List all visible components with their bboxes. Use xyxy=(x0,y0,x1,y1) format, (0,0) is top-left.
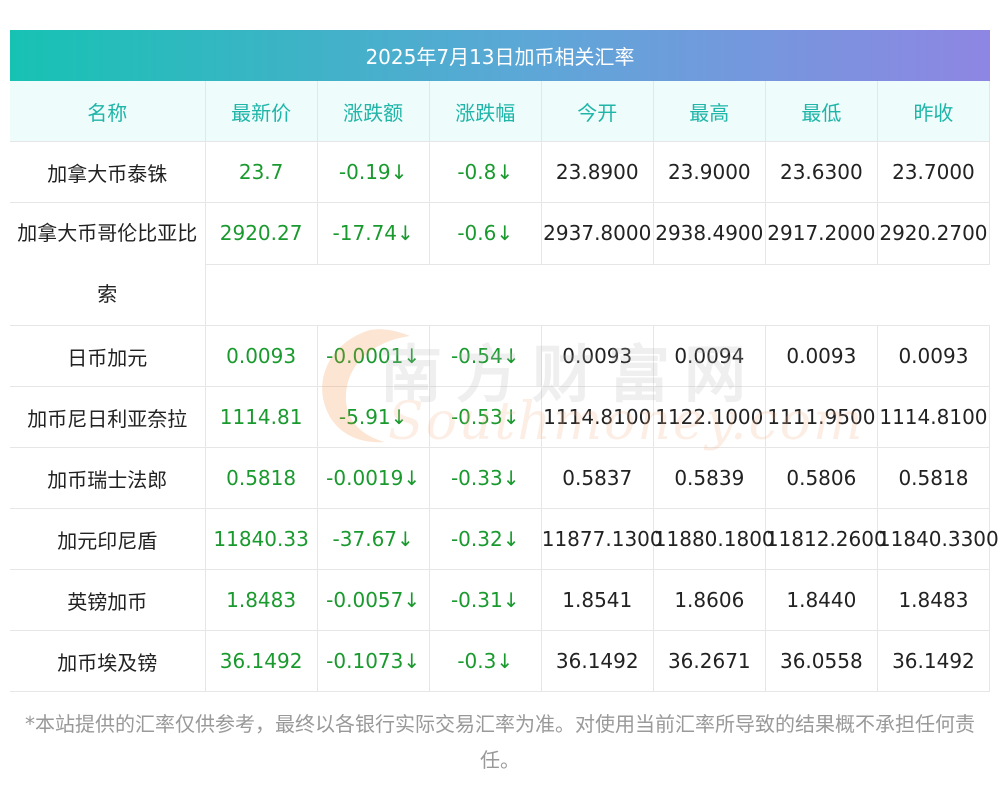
table-row: 加拿大币哥伦比亚比索 2920.27 -17.74↓ -0.6↓ 2937.80… xyxy=(10,202,991,326)
low-price: 36.0558 xyxy=(765,630,878,692)
latest-price: 1.8483 xyxy=(205,569,318,631)
change-percent: -0.6↓ xyxy=(429,202,542,265)
header-change-pct: 涨跌幅 xyxy=(429,81,542,142)
latest-price: 11840.33 xyxy=(205,508,318,570)
open-price: 0.0093 xyxy=(541,325,654,387)
header-open: 今开 xyxy=(541,81,654,142)
table-row: 加币尼日利亚奈拉 1114.81 -5.91↓ -0.53↓ 1114.8100… xyxy=(10,386,991,448)
prev-close-price: 2920.2700 xyxy=(877,202,991,265)
low-price: 11812.2600 xyxy=(765,508,887,570)
exchange-rate-table: 名称 最新价 涨跌额 涨跌幅 今开 最高 最低 昨收 加拿大币泰铢 23.7 -… xyxy=(10,81,999,692)
latest-price: 0.0093 xyxy=(205,325,318,387)
change-percent: -0.54↓ xyxy=(429,325,542,387)
high-price: 0.0094 xyxy=(653,325,766,387)
empty-cell xyxy=(205,264,990,326)
prev-close-price: 11840.3300 xyxy=(877,508,999,570)
header-change: 涨跌额 xyxy=(317,81,430,142)
change-percent: -0.32↓ xyxy=(429,508,542,570)
prev-close-price: 1.8483 xyxy=(877,569,991,631)
change-amount: -0.1073↓ xyxy=(317,630,430,692)
open-price: 23.8900 xyxy=(541,141,654,203)
header-prev-close: 昨收 xyxy=(877,81,991,142)
prev-close-price: 1114.8100 xyxy=(877,386,991,448)
change-percent: -0.31↓ xyxy=(429,569,542,631)
change-percent: -0.53↓ xyxy=(429,386,542,448)
change-amount: -0.0001↓ xyxy=(317,325,430,387)
change-amount: -17.74↓ xyxy=(317,202,430,265)
table-header-row: 名称 最新价 涨跌额 涨跌幅 今开 最高 最低 昨收 xyxy=(10,81,991,142)
prev-close-price: 23.7000 xyxy=(877,141,991,203)
latest-price: 36.1492 xyxy=(205,630,318,692)
header-latest: 最新价 xyxy=(205,81,318,142)
low-price: 0.0093 xyxy=(765,325,878,387)
table-row-spacer xyxy=(10,264,990,326)
low-price: 23.6300 xyxy=(765,141,878,203)
open-price: 1.8541 xyxy=(541,569,654,631)
high-price: 36.2671 xyxy=(653,630,766,692)
high-price: 0.5839 xyxy=(653,447,766,509)
currency-pair-name: 英镑加币 xyxy=(10,569,206,631)
prev-close-price: 36.1492 xyxy=(877,630,991,692)
table-row: 日币加元 0.0093 -0.0001↓ -0.54↓ 0.0093 0.009… xyxy=(10,325,991,387)
open-price: 2937.8000 xyxy=(541,202,654,265)
high-price: 1122.1000 xyxy=(653,386,766,448)
open-price: 11877.1300 xyxy=(541,508,663,570)
currency-pair-name: 加拿大币泰铢 xyxy=(10,141,206,203)
open-price: 1114.8100 xyxy=(541,386,654,448)
high-price: 1.8606 xyxy=(653,569,766,631)
low-price: 2917.2000 xyxy=(765,202,878,265)
change-percent: -0.8↓ xyxy=(429,141,542,203)
prev-close-price: 0.5818 xyxy=(877,447,991,509)
currency-pair-name: 加币埃及镑 xyxy=(10,630,206,692)
prev-close-price: 0.0093 xyxy=(877,325,991,387)
table-row: 加币埃及镑 36.1492 -0.1073↓ -0.3↓ 36.1492 36.… xyxy=(10,630,991,692)
low-price: 0.5806 xyxy=(765,447,878,509)
open-price: 36.1492 xyxy=(541,630,654,692)
currency-pair-name: 加币瑞士法郎 xyxy=(10,447,206,509)
disclaimer-footnote: *本站提供的汇率仅供参考，最终以各银行实际交易汇率为准。对使用当前汇率所导致的结… xyxy=(25,712,975,772)
latest-price: 23.7 xyxy=(205,141,318,203)
table-title: 2025年7月13日加币相关汇率 xyxy=(10,30,990,81)
high-price: 11880.1800 xyxy=(653,508,775,570)
high-price: 23.9000 xyxy=(653,141,766,203)
table-row: 加拿大币泰铢 23.7 -0.19↓ -0.8↓ 23.8900 23.9000… xyxy=(10,141,991,203)
header-name: 名称 xyxy=(10,81,206,142)
low-price: 1111.9500 xyxy=(765,386,878,448)
latest-price: 2920.27 xyxy=(205,202,318,265)
change-amount: -0.0057↓ xyxy=(317,569,430,631)
currency-pair-name: 加拿大币哥伦比亚比索 xyxy=(10,202,206,326)
latest-price: 1114.81 xyxy=(205,386,318,448)
header-low: 最低 xyxy=(765,81,878,142)
latest-price: 0.5818 xyxy=(205,447,318,509)
change-amount: -0.0019↓ xyxy=(317,447,430,509)
table-row: 加币瑞士法郎 0.5818 -0.0019↓ -0.33↓ 0.5837 0.5… xyxy=(10,447,991,509)
currency-pair-name: 加元印尼盾 xyxy=(10,508,206,570)
change-percent: -0.33↓ xyxy=(429,447,542,509)
high-price: 2938.4900 xyxy=(653,202,766,265)
table-row: 英镑加币 1.8483 -0.0057↓ -0.31↓ 1.8541 1.860… xyxy=(10,569,991,631)
currency-pair-name: 日币加元 xyxy=(10,325,206,387)
change-percent: -0.3↓ xyxy=(429,630,542,692)
low-price: 1.8440 xyxy=(765,569,878,631)
change-amount: -0.19↓ xyxy=(317,141,430,203)
table-row: 加元印尼盾 11840.33 -37.67↓ -0.32↓ 11877.1300… xyxy=(10,508,999,570)
change-amount: -5.91↓ xyxy=(317,386,430,448)
open-price: 0.5837 xyxy=(541,447,654,509)
header-high: 最高 xyxy=(653,81,766,142)
currency-pair-name: 加币尼日利亚奈拉 xyxy=(10,386,206,448)
change-amount: -37.67↓ xyxy=(317,508,430,570)
